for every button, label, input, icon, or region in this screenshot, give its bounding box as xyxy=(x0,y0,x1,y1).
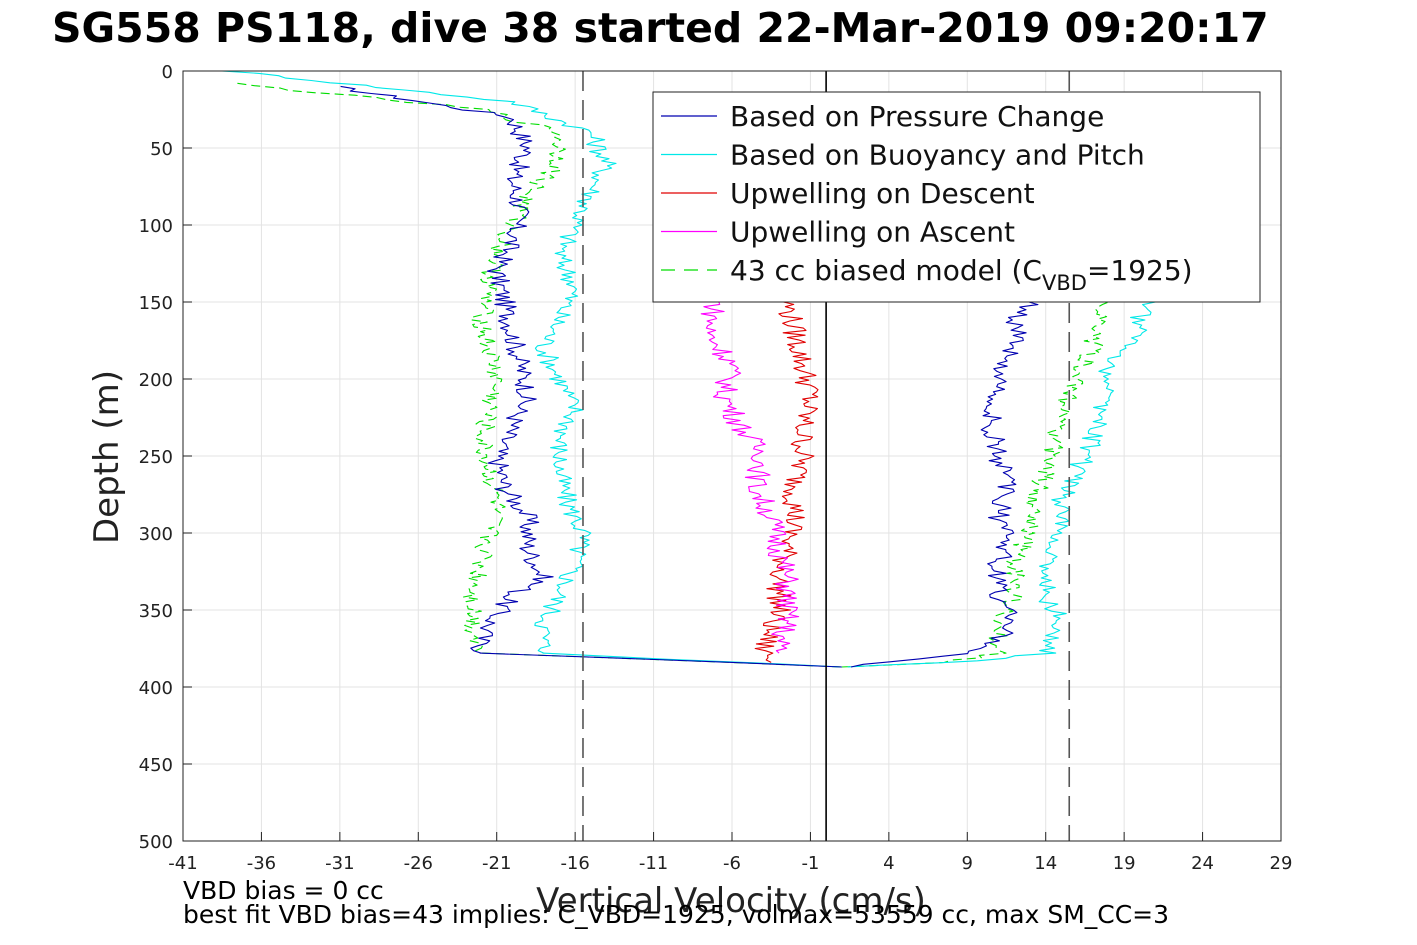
y-tick-label-2: 100 xyxy=(139,216,173,237)
series-3 xyxy=(700,301,800,654)
series-1-ascent xyxy=(847,301,1156,668)
x-tick-label-7: -6 xyxy=(723,853,741,874)
legend-label-3: Upwelling on Ascent xyxy=(730,216,1015,249)
y-tick-labels: 0 50 100 150 200 250 300 350 400 450 500 xyxy=(139,62,192,853)
legend-label-2: Upwelling on Descent xyxy=(730,177,1035,210)
series-4-descent xyxy=(237,82,566,654)
y-tick-label-6: 300 xyxy=(139,524,173,545)
series-2-line xyxy=(754,301,819,663)
x-tick-label-3: -26 xyxy=(404,853,433,874)
x-tick-label-0: -41 xyxy=(168,853,197,874)
x-tick-label-6: -11 xyxy=(639,853,668,874)
chart-title: SG558 PS118, dive 38 started 22-Mar-2019… xyxy=(52,4,1269,52)
series-3-line xyxy=(700,301,800,654)
legend-label-1: Based on Buoyancy and Pitch xyxy=(730,139,1145,172)
y-tick-label-4: 200 xyxy=(139,370,173,391)
legend-box xyxy=(652,91,1261,303)
x-tick-label-8: -1 xyxy=(801,853,819,874)
y-axis-label: Depth (m) xyxy=(87,370,127,544)
x-tick-label-9: 4 xyxy=(883,853,894,874)
x-tick-labels: -41 -36 -31 -26 -21 -16 -11 -6 -1 4 9 14 19 24 29 xyxy=(168,832,1292,874)
x-tick-label-11: 14 xyxy=(1034,853,1057,874)
x-tick-label-13: 24 xyxy=(1191,853,1214,874)
y-tick-label-1: 50 xyxy=(150,139,173,160)
legend-label-4: 43 cc biased model (CVBD=1925) xyxy=(730,254,1193,295)
x-tick-label-5: -16 xyxy=(560,853,589,874)
footer-best-fit: best fit VBD bias=43 implies: C_VBD=1925… xyxy=(183,900,1170,929)
series-0-descent xyxy=(340,85,554,654)
y-tick-label-10: 500 xyxy=(139,832,173,853)
x-tick-label-12: 19 xyxy=(1113,853,1136,874)
y-tick-label-3: 150 xyxy=(139,293,173,314)
x-tick-label-14: 29 xyxy=(1270,853,1293,874)
y-tick-label-9: 450 xyxy=(139,755,173,776)
series-layer xyxy=(221,70,1156,668)
x-tick-label-1: -36 xyxy=(247,853,276,874)
y-tick-label-0: 0 xyxy=(162,62,173,83)
series-2 xyxy=(754,301,819,663)
x-tick-label-4: -21 xyxy=(482,853,511,874)
x-axis-label: Vertical Velocity (cm/s) xyxy=(536,881,926,921)
x-tick-label-2: -31 xyxy=(325,853,354,874)
legend: Based on Pressure Change Based on Buoyanc… xyxy=(652,91,1261,303)
series-0-bottom xyxy=(479,652,842,668)
series-4-ascent xyxy=(841,301,1109,668)
series-1-descent xyxy=(221,70,617,654)
footer-vbd-bias: VBD bias = 0 cc xyxy=(183,876,384,905)
y-tick-label-7: 350 xyxy=(139,601,173,622)
legend-label-0: Based on Pressure Change xyxy=(730,100,1104,133)
x-tick-label-10: 9 xyxy=(962,853,973,874)
y-tick-label-8: 400 xyxy=(139,678,173,699)
y-tick-label-5: 250 xyxy=(139,447,173,468)
